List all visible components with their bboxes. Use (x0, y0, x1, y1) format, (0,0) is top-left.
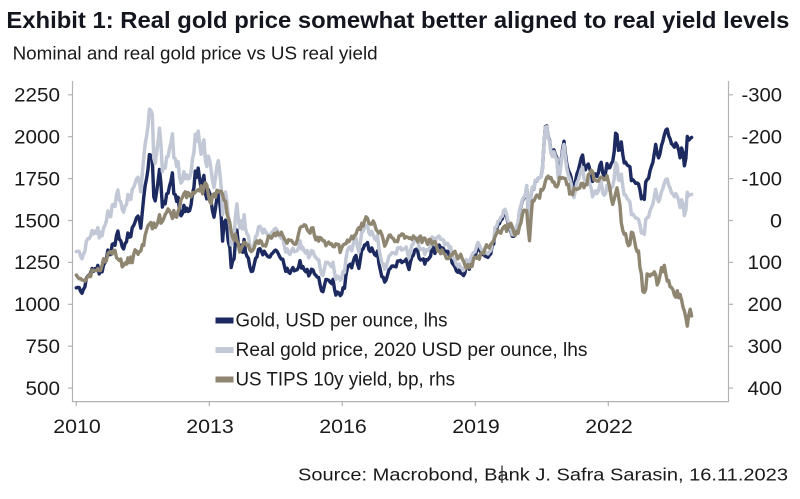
svg-text:Exhibit 1: Real gold price som: Exhibit 1: Real gold price somewhat bett… (6, 7, 789, 33)
svg-text:2019: 2019 (452, 416, 500, 438)
svg-text:Real gold price, 2020 USD per: Real gold price, 2020 USD per ounce, lhs (236, 340, 588, 361)
svg-text:1250: 1250 (14, 252, 60, 274)
svg-text:500: 500 (26, 378, 61, 400)
svg-text:2000: 2000 (14, 127, 60, 149)
svg-text:2250: 2250 (14, 85, 60, 107)
svg-text:100: 100 (748, 252, 783, 274)
svg-text:-100: -100 (742, 168, 783, 190)
svg-text:0: 0 (770, 210, 782, 232)
svg-text:Source: Macrobond, Bank J. Saf: Source: Macrobond, Bank J. Safra Sarasin… (298, 465, 788, 485)
svg-text:Nominal and real gold price vs: Nominal and real gold price vs US real y… (13, 44, 378, 64)
svg-text:2022: 2022 (585, 416, 633, 438)
svg-text:1000: 1000 (14, 294, 60, 316)
svg-text:300: 300 (748, 336, 783, 358)
svg-text:-300: -300 (742, 85, 783, 107)
svg-text:2016: 2016 (319, 416, 367, 438)
svg-text:1500: 1500 (14, 210, 60, 232)
svg-text:200: 200 (748, 294, 783, 316)
svg-text:750: 750 (26, 336, 61, 358)
svg-text:2010: 2010 (53, 416, 101, 438)
svg-text:2013: 2013 (186, 416, 234, 438)
svg-text:400: 400 (748, 378, 783, 400)
svg-text:1750: 1750 (14, 168, 60, 190)
svg-text:Gold, USD per ounce, lhs: Gold, USD per ounce, lhs (236, 310, 448, 331)
svg-text:US TIPS 10y yield, bp, rhs: US TIPS 10y yield, bp, rhs (236, 369, 456, 390)
svg-text:-200: -200 (742, 127, 783, 149)
